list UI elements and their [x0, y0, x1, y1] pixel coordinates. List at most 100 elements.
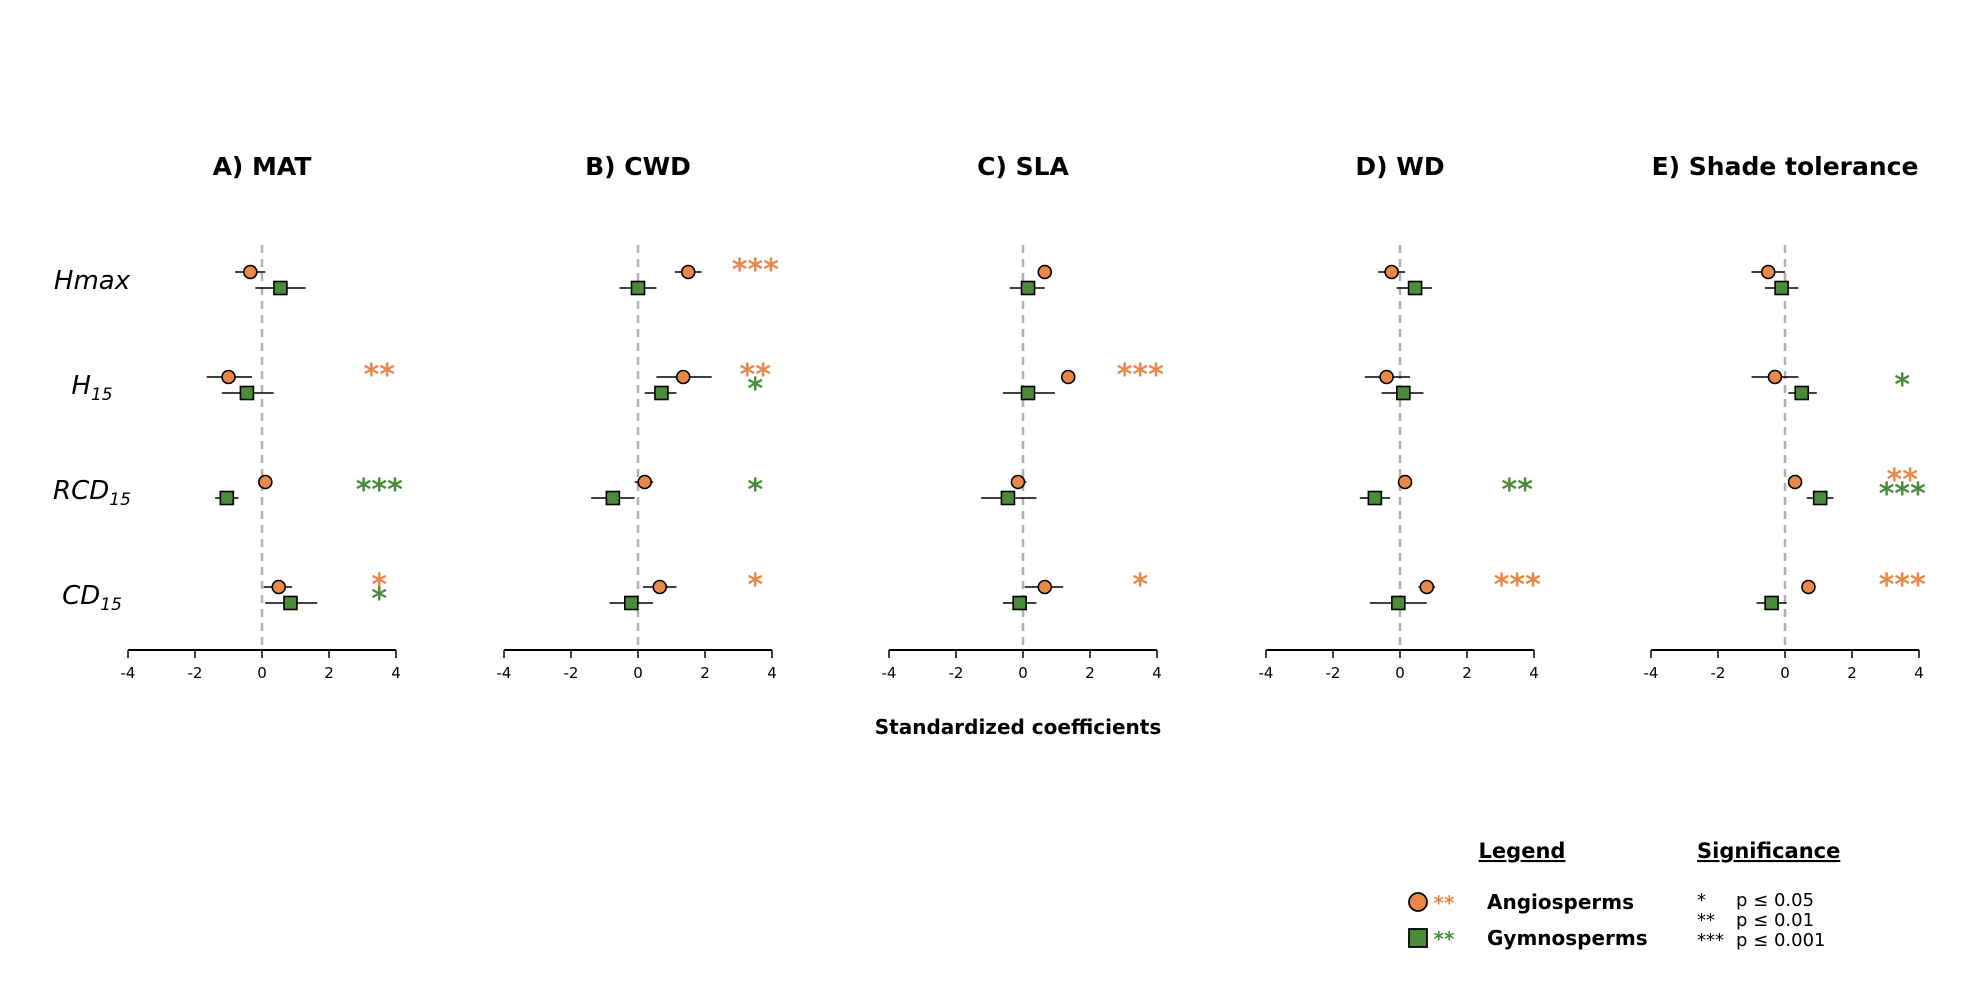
significance-stars-2: ** — [1697, 910, 1715, 931]
angiosperms-significance-stars: * — [1132, 568, 1148, 603]
x-tick-label: 0 — [1780, 664, 1790, 682]
x-tick-label: 2 — [1462, 664, 1472, 682]
gymnosperms-point — [239, 385, 255, 401]
angiosperms-point — [1037, 264, 1053, 280]
significance-stars-3: *** — [1697, 930, 1724, 951]
significance-stars-1: * — [1697, 890, 1706, 911]
gymnosperms-significance-stars: * — [747, 372, 763, 407]
gymnosperms-point — [1812, 490, 1828, 506]
panel-title: E) Shade tolerance — [1652, 152, 1919, 181]
angiosperms-point — [637, 474, 653, 490]
x-tick-label: 2 — [1847, 664, 1857, 682]
angiosperms-point — [680, 264, 696, 280]
angiosperms-significance-stars: *** — [732, 253, 779, 288]
gymnosperms-point — [1391, 595, 1406, 611]
gymnosperms-point — [1764, 595, 1779, 611]
angiosperms-point — [1010, 474, 1026, 490]
angiosperms-point — [1397, 474, 1413, 490]
x-tick-label: 0 — [1395, 664, 1405, 682]
angiosperms-significance-stars: * — [747, 568, 763, 603]
x-tick-label: 4 — [1152, 664, 1162, 682]
x-tick-label: 4 — [1529, 664, 1539, 682]
x-tick-label: 4 — [767, 664, 777, 682]
angiosperms-significance-stars: ** — [740, 358, 772, 393]
gymnosperms-legend-label: Gymnosperms — [1487, 926, 1648, 950]
panel-title: C) SLA — [977, 152, 1069, 181]
angiosperms-point — [1767, 369, 1783, 385]
x-tick-label: -4 — [1644, 664, 1659, 682]
gymnosperms-point — [1012, 595, 1027, 611]
angiosperms-significance-stars: *** — [1117, 358, 1164, 393]
angiosperms-legend-label: Angiosperms — [1487, 890, 1634, 914]
gymnosperms-point — [1396, 385, 1411, 401]
angiosperms-point — [1787, 474, 1803, 490]
angiosperms-point — [1760, 264, 1776, 280]
row-labels: Hmax H15 RCD15 CD15 — [53, 266, 131, 615]
angiosperms-point — [258, 474, 273, 490]
gymnosperms-point — [273, 280, 288, 296]
angiosperms-point — [1037, 579, 1053, 595]
gymnosperms-point — [654, 385, 669, 401]
gymnosperms-significance-stars: * — [371, 582, 387, 617]
gymnosperms-point — [1407, 280, 1423, 296]
panel-1: A) MAT-4 -2 0 2 4******* — [121, 152, 404, 682]
significance-text-2: p ≤ 0.01 — [1736, 910, 1814, 931]
legend: Legend ** Angiosperms ** Gymnosperms — [1408, 839, 1648, 951]
significance-text-1: p ≤ 0.05 — [1736, 890, 1814, 911]
angiosperms-point — [652, 579, 668, 595]
gymnosperms-point — [630, 280, 646, 296]
gymnosperms-point — [283, 595, 298, 611]
panel-3: C) SLA-4 -2 0 2 4**** — [882, 152, 1165, 682]
gymnosperms-significance-stars: ** — [1502, 473, 1534, 508]
gymnosperms-point — [1794, 385, 1810, 401]
gymnosperms-significance-stars: * — [747, 473, 763, 508]
angiosperms-significance-stars: ** — [364, 358, 396, 393]
angiosperms-significance-stars: *** — [1879, 568, 1926, 603]
angiosperms-point — [1384, 264, 1399, 280]
x-tick-label: -4 — [121, 664, 136, 682]
angiosperms-legend-marker-icon — [1408, 892, 1428, 912]
significance-heading: Significance — [1697, 839, 1840, 863]
gymnosperms-point — [1774, 280, 1789, 296]
angiosperms-point — [221, 369, 236, 385]
row-label-h: H15 — [71, 371, 112, 405]
gymnosperms-legend-stars: ** — [1434, 927, 1455, 951]
x-tick-label: 4 — [391, 664, 401, 682]
row-label-hmax: Hmax — [54, 266, 131, 296]
x-tick-label: -4 — [497, 664, 512, 682]
row-label-cd: CD15 — [62, 581, 122, 615]
gymnosperms-point — [605, 490, 621, 506]
panels: A) MAT-4 -2 0 2 4*******B) CWD-4 -2 0 2 4*******… — [121, 152, 1927, 682]
gymnosperms-point — [219, 490, 235, 506]
x-tick-label: 0 — [257, 664, 267, 682]
x-tick-label: 2 — [324, 664, 334, 682]
row-label-rcd: RCD15 — [53, 476, 131, 510]
panel-title: D) WD — [1355, 152, 1444, 181]
angiosperms-point — [242, 264, 258, 280]
x-tick-label: 0 — [633, 664, 643, 682]
gymnosperms-point — [1020, 280, 1036, 296]
angiosperms-point — [1379, 369, 1394, 385]
angiosperms-significance-stars: *** — [1494, 568, 1541, 603]
panel-title: A) MAT — [213, 152, 312, 181]
angiosperms-point — [271, 579, 287, 595]
significance-text-3: p ≤ 0.001 — [1736, 930, 1825, 951]
x-tick-label: -4 — [882, 664, 897, 682]
x-tick-label: 2 — [1085, 664, 1095, 682]
x-tick-label: -4 — [1259, 664, 1274, 682]
panel-5: E) Shade tolerance-4 -2 0 2 4********* — [1644, 152, 1927, 682]
x-tick-label: -2 — [1326, 664, 1341, 682]
x-tick-label: 4 — [1914, 664, 1924, 682]
gymnosperms-point — [1367, 490, 1383, 506]
angiosperms-point — [1060, 369, 1076, 385]
gymnosperms-point — [1000, 490, 1016, 506]
gymnosperms-significance-stars: *** — [356, 473, 403, 508]
x-tick-label: -2 — [564, 664, 579, 682]
x-tick-label: -2 — [1711, 664, 1726, 682]
x-tick-label: -2 — [188, 664, 203, 682]
gymnosperms-legend-marker-icon — [1408, 928, 1428, 948]
x-tick-label: 0 — [1018, 664, 1028, 682]
panel-2: B) CWD-4 -2 0 2 4******** — [497, 152, 780, 682]
gymnosperms-significance-stars: * — [1894, 368, 1910, 403]
